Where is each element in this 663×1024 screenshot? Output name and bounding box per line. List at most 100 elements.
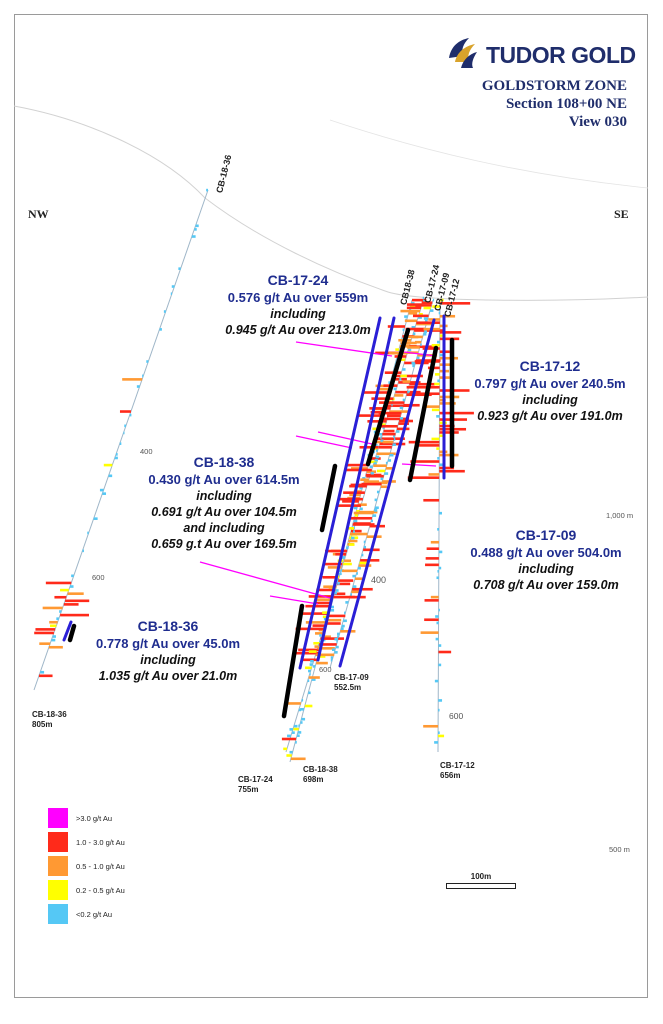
assay-bar — [178, 267, 181, 270]
legend-item: 1.0 - 3.0 g/t Au — [48, 830, 125, 854]
assay-bar — [298, 648, 320, 652]
assay-bar — [114, 456, 118, 460]
assay-bar — [370, 471, 374, 475]
assay-bar — [408, 312, 418, 315]
assay-bar — [409, 345, 436, 349]
assay-bar — [38, 674, 53, 678]
assay-bar — [408, 440, 440, 444]
interval-cb1724 — [298, 316, 382, 670]
assay-bar — [439, 511, 442, 515]
assay-bar — [325, 549, 348, 553]
assay-bar — [344, 559, 352, 563]
assay-bar — [334, 651, 338, 654]
assay-bar — [369, 465, 373, 469]
assay-bar — [337, 582, 351, 586]
assay-bar — [60, 588, 69, 592]
assay-bar — [82, 549, 84, 553]
assay-bar — [392, 443, 396, 446]
hole-end-cb1709: CB-17-09 552.5m — [334, 673, 369, 693]
assay-bar — [363, 391, 388, 394]
scale-bar-label: 100m — [470, 872, 492, 881]
assay-bar — [424, 330, 427, 333]
assay-bar — [422, 296, 424, 300]
legend-label: 0.2 - 0.5 g/t Au — [76, 885, 125, 895]
callout-grade: 0.430 g/t Au over 614.5m — [148, 472, 300, 487]
assay-bar — [159, 328, 162, 331]
assay-bar — [438, 566, 442, 570]
assay-bar — [380, 439, 384, 443]
assay-bar — [425, 563, 439, 567]
assay-bar — [374, 509, 378, 512]
assay-bar — [414, 360, 440, 363]
assay-bar — [370, 411, 383, 414]
assay-bar — [389, 410, 409, 413]
assay-bar — [413, 332, 416, 336]
assay-bar — [343, 562, 352, 566]
elevation-label-1000: 1,000 m — [606, 511, 634, 520]
assay-bar — [380, 485, 387, 489]
legend-label: <0.2 g/t Au — [76, 909, 113, 919]
assay-bar — [382, 426, 385, 430]
assay-bar — [163, 310, 166, 313]
assay-bar — [439, 389, 470, 392]
assay-bar — [316, 661, 328, 665]
assay-bar — [65, 599, 90, 603]
assay-bar — [191, 235, 196, 238]
assay-bar — [438, 608, 440, 612]
assay-bar — [299, 612, 330, 615]
assay-bar — [421, 301, 433, 305]
hole-end-depth: 552.5m — [334, 683, 362, 692]
assay-bar — [340, 630, 356, 633]
assay-bar — [206, 188, 208, 192]
assay-bar — [439, 395, 460, 399]
assay-bar — [349, 516, 372, 520]
assay-bar — [337, 632, 340, 636]
assay-bar — [355, 577, 364, 581]
assay-bar — [296, 734, 300, 737]
assay-bar — [300, 708, 304, 711]
assay-bar — [381, 423, 386, 426]
assay-bar — [372, 447, 378, 450]
assay-bar — [289, 750, 293, 754]
direction-se: SE — [614, 207, 629, 221]
assay-bar — [129, 413, 132, 417]
callout-including-grade: 0.691 g/t Au over 104.5m — [151, 505, 297, 519]
assay-bar — [345, 463, 369, 467]
assay-bar — [402, 398, 406, 402]
assay-bar — [142, 374, 144, 378]
assay-bar — [361, 482, 382, 486]
assay-bar — [308, 595, 334, 598]
callout-cb1712: CB-17-12 0.797 g/t Au over 240.5m includ… — [462, 358, 638, 424]
assay-bar — [357, 566, 361, 570]
assay-bar — [287, 734, 291, 738]
assay-bar — [379, 401, 405, 404]
assay-bar — [416, 322, 434, 326]
legend-swatch — [48, 904, 68, 924]
interval-brackets-black — [67, 327, 455, 719]
assay-bar — [409, 382, 435, 386]
assay-bar — [402, 368, 406, 371]
assay-bar — [358, 564, 372, 567]
assay-bar — [360, 478, 369, 481]
assay-bar — [382, 440, 394, 444]
assay-bar — [369, 407, 391, 410]
assay-bar — [439, 466, 455, 470]
assay-bar — [404, 319, 418, 323]
assay-bar — [319, 634, 322, 637]
assay-bar — [402, 328, 405, 332]
assay-bar — [434, 741, 439, 744]
assay-bar — [423, 317, 428, 320]
assay-bar — [388, 381, 391, 384]
assay-bar — [294, 651, 319, 655]
callout-grade: 0.576 g/t Au over 559m — [227, 290, 369, 305]
assay-bar — [340, 572, 342, 576]
callout-including-grade: 0.945 g/t Au over 213.0m — [225, 323, 371, 337]
assay-bar — [49, 620, 58, 624]
assay-bar — [437, 570, 439, 573]
assay-bar — [334, 592, 346, 596]
assay-bar — [291, 731, 295, 734]
assay-bar — [337, 497, 363, 501]
callout-including: including — [196, 489, 252, 503]
assay-bar — [404, 361, 429, 365]
assay-bar — [439, 424, 455, 428]
